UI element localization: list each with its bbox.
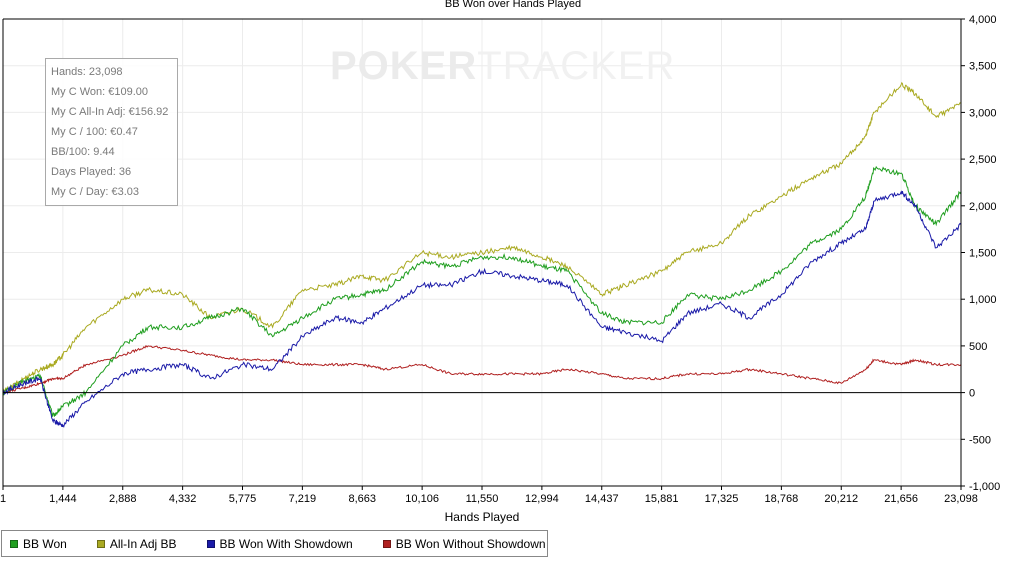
stat-per-100: My C / 100: €0.47 (51, 126, 138, 138)
legend-item-bb-won[interactable]: BB Won (10, 537, 67, 551)
pokertracker-watermark: POKERTRACKER (330, 44, 676, 88)
y-tick-label: 2,500 (969, 154, 997, 166)
x-tick-label: 20,212 (824, 493, 858, 505)
x-tick-label: 14,437 (585, 493, 619, 505)
y-tick-label: -500 (969, 434, 991, 446)
stat-won: My C Won: €109.00 (51, 86, 149, 98)
y-tick-label: 500 (969, 341, 987, 353)
legend-item-without-showdown[interactable]: BB Won Without Showdown (382, 536, 546, 551)
legend-label: All-In Adj BB (109, 536, 177, 551)
x-tick-label: 7,219 (289, 493, 317, 505)
legend-swatch (382, 539, 391, 548)
stat-allin-adj: My C All-In Adj: €156.92 (51, 106, 169, 118)
legend-swatch (206, 539, 215, 548)
x-tick-label: 23,098 (944, 493, 978, 505)
legend-swatch (10, 539, 18, 548)
legend-label: BB Won (23, 536, 67, 551)
x-tick-label: 1 (0, 493, 6, 505)
chart-title: BB Won over Hands Played (445, 0, 581, 10)
y-tick-label: 1,500 (969, 248, 997, 260)
x-tick-label: 1,444 (49, 493, 77, 505)
x-ticks: 1 1,444 2,888 4,332 5,775 7,219 8,663 10,106 11,… (0, 486, 978, 505)
x-tick-label: 15,881 (645, 493, 679, 505)
y-ticks: 4,000 3,500 3,000 2,500 2,000 1,500 1,000 500 0 -… (961, 14, 1000, 493)
legend-item-all-in-adj[interactable]: All-In Adj BB (96, 536, 177, 551)
y-tick-label: 3,500 (969, 61, 997, 73)
legend-label: BB Won With Showdown (219, 536, 353, 551)
y-tick-label: 1,000 (969, 294, 997, 306)
stat-per-day: My C / Day: €3.03 (51, 186, 140, 198)
x-tick-label: 2,888 (109, 493, 137, 505)
x-tick-label: 5,775 (229, 493, 257, 505)
y-tick-label: 4,000 (969, 14, 997, 26)
y-tick-label: 2,000 (969, 201, 997, 213)
stat-bb-100: BB/100: 9.44 (51, 146, 115, 158)
series-line-all-in-adj-bb (2, 81, 962, 395)
y-tick-label: 3,000 (969, 107, 997, 119)
stat-days-played: Days Played: 36 (51, 166, 132, 178)
series-line-bb-won (2, 165, 962, 418)
x-tick-label: 12,994 (525, 493, 559, 505)
stats-info-box: Hands: 23,098 My C Won: €109.00 My C All… (45, 58, 178, 206)
legend-swatch (96, 539, 105, 548)
x-tick-label: 8,663 (348, 493, 376, 505)
x-tick-label: 17,325 (705, 493, 739, 505)
series-line-bb-won-without-showdown (2, 344, 962, 394)
x-tick-label: 21,656 (884, 493, 918, 505)
y-tick-label: -1,000 (969, 481, 1000, 493)
x-tick-label: 4,332 (169, 493, 197, 505)
series-lines (2, 81, 962, 428)
stat-hands: Hands: 23,098 (51, 66, 123, 78)
x-tick-label: 10,106 (405, 493, 439, 505)
x-axis-label: Hands Played (445, 510, 520, 524)
x-tick-label: 11,550 (466, 493, 499, 505)
y-tick-label: 0 (969, 388, 975, 400)
chart-legend: BB Won All-In Adj BB BB Won With Showdow… (1, 530, 548, 557)
series-line-bb-won-with-showdown (2, 190, 962, 428)
legend-item-with-showdown[interactable]: BB Won With Showdown (206, 536, 353, 551)
x-tick-label: 18,768 (765, 493, 799, 505)
legend-label: BB Won Without Showdown (395, 536, 546, 551)
